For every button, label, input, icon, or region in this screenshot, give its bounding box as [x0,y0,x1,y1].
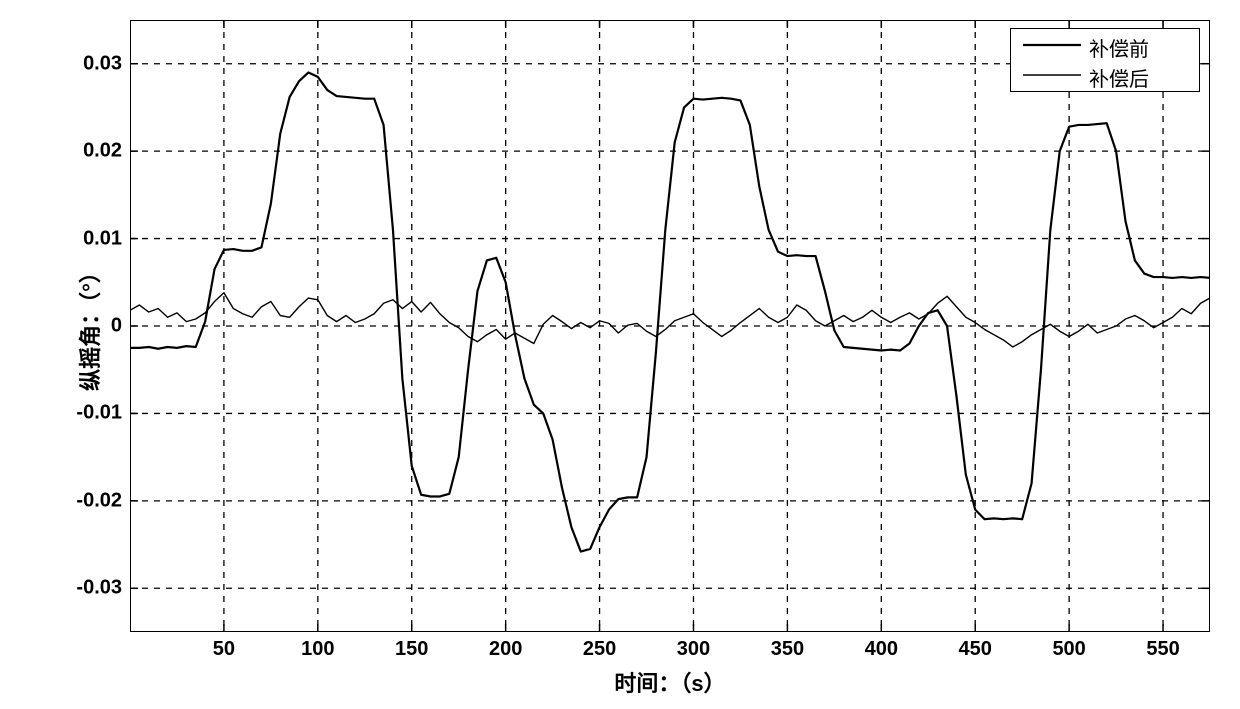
y-tick-label: -0.02 [76,489,122,512]
x-tick-label: 400 [865,638,898,661]
series-line-1 [130,293,1210,347]
x-tick-label: 500 [1052,638,1085,661]
x-tick-label: 300 [677,638,710,661]
x-tick-label: 150 [395,638,428,661]
x-axis-label: 时间：（s） [614,666,725,698]
x-tick-label: 250 [583,638,616,661]
y-tick-label: 0.03 [83,52,122,75]
legend-item-label: 补偿前 [1089,33,1149,62]
x-tick-label: 50 [213,638,235,661]
legend-item-label: 补偿后 [1089,63,1149,92]
y-tick-label: 0 [111,315,122,338]
x-tick-label: 100 [301,638,334,661]
x-tick-label: 200 [489,638,522,661]
x-tick-label: 550 [1146,638,1179,661]
series-line-0 [130,72,1210,551]
y-tick-label: -0.03 [76,577,122,600]
y-tick-label: 0.01 [83,227,122,250]
figure: 纵摇角：（°） 时间：（s） 50 100 150 200 250 300 350 400 45… [0,0,1240,709]
plot-area [130,20,1210,632]
x-tick-label: 450 [959,638,992,661]
x-tick-label: 350 [771,638,804,661]
legend: 补偿前补偿后 [1010,28,1200,92]
y-axis-label: 纵摇角：（°） [73,261,105,391]
chart-canvas [130,20,1210,632]
y-tick-label: -0.01 [76,402,122,425]
y-tick-label: 0.02 [83,140,122,163]
